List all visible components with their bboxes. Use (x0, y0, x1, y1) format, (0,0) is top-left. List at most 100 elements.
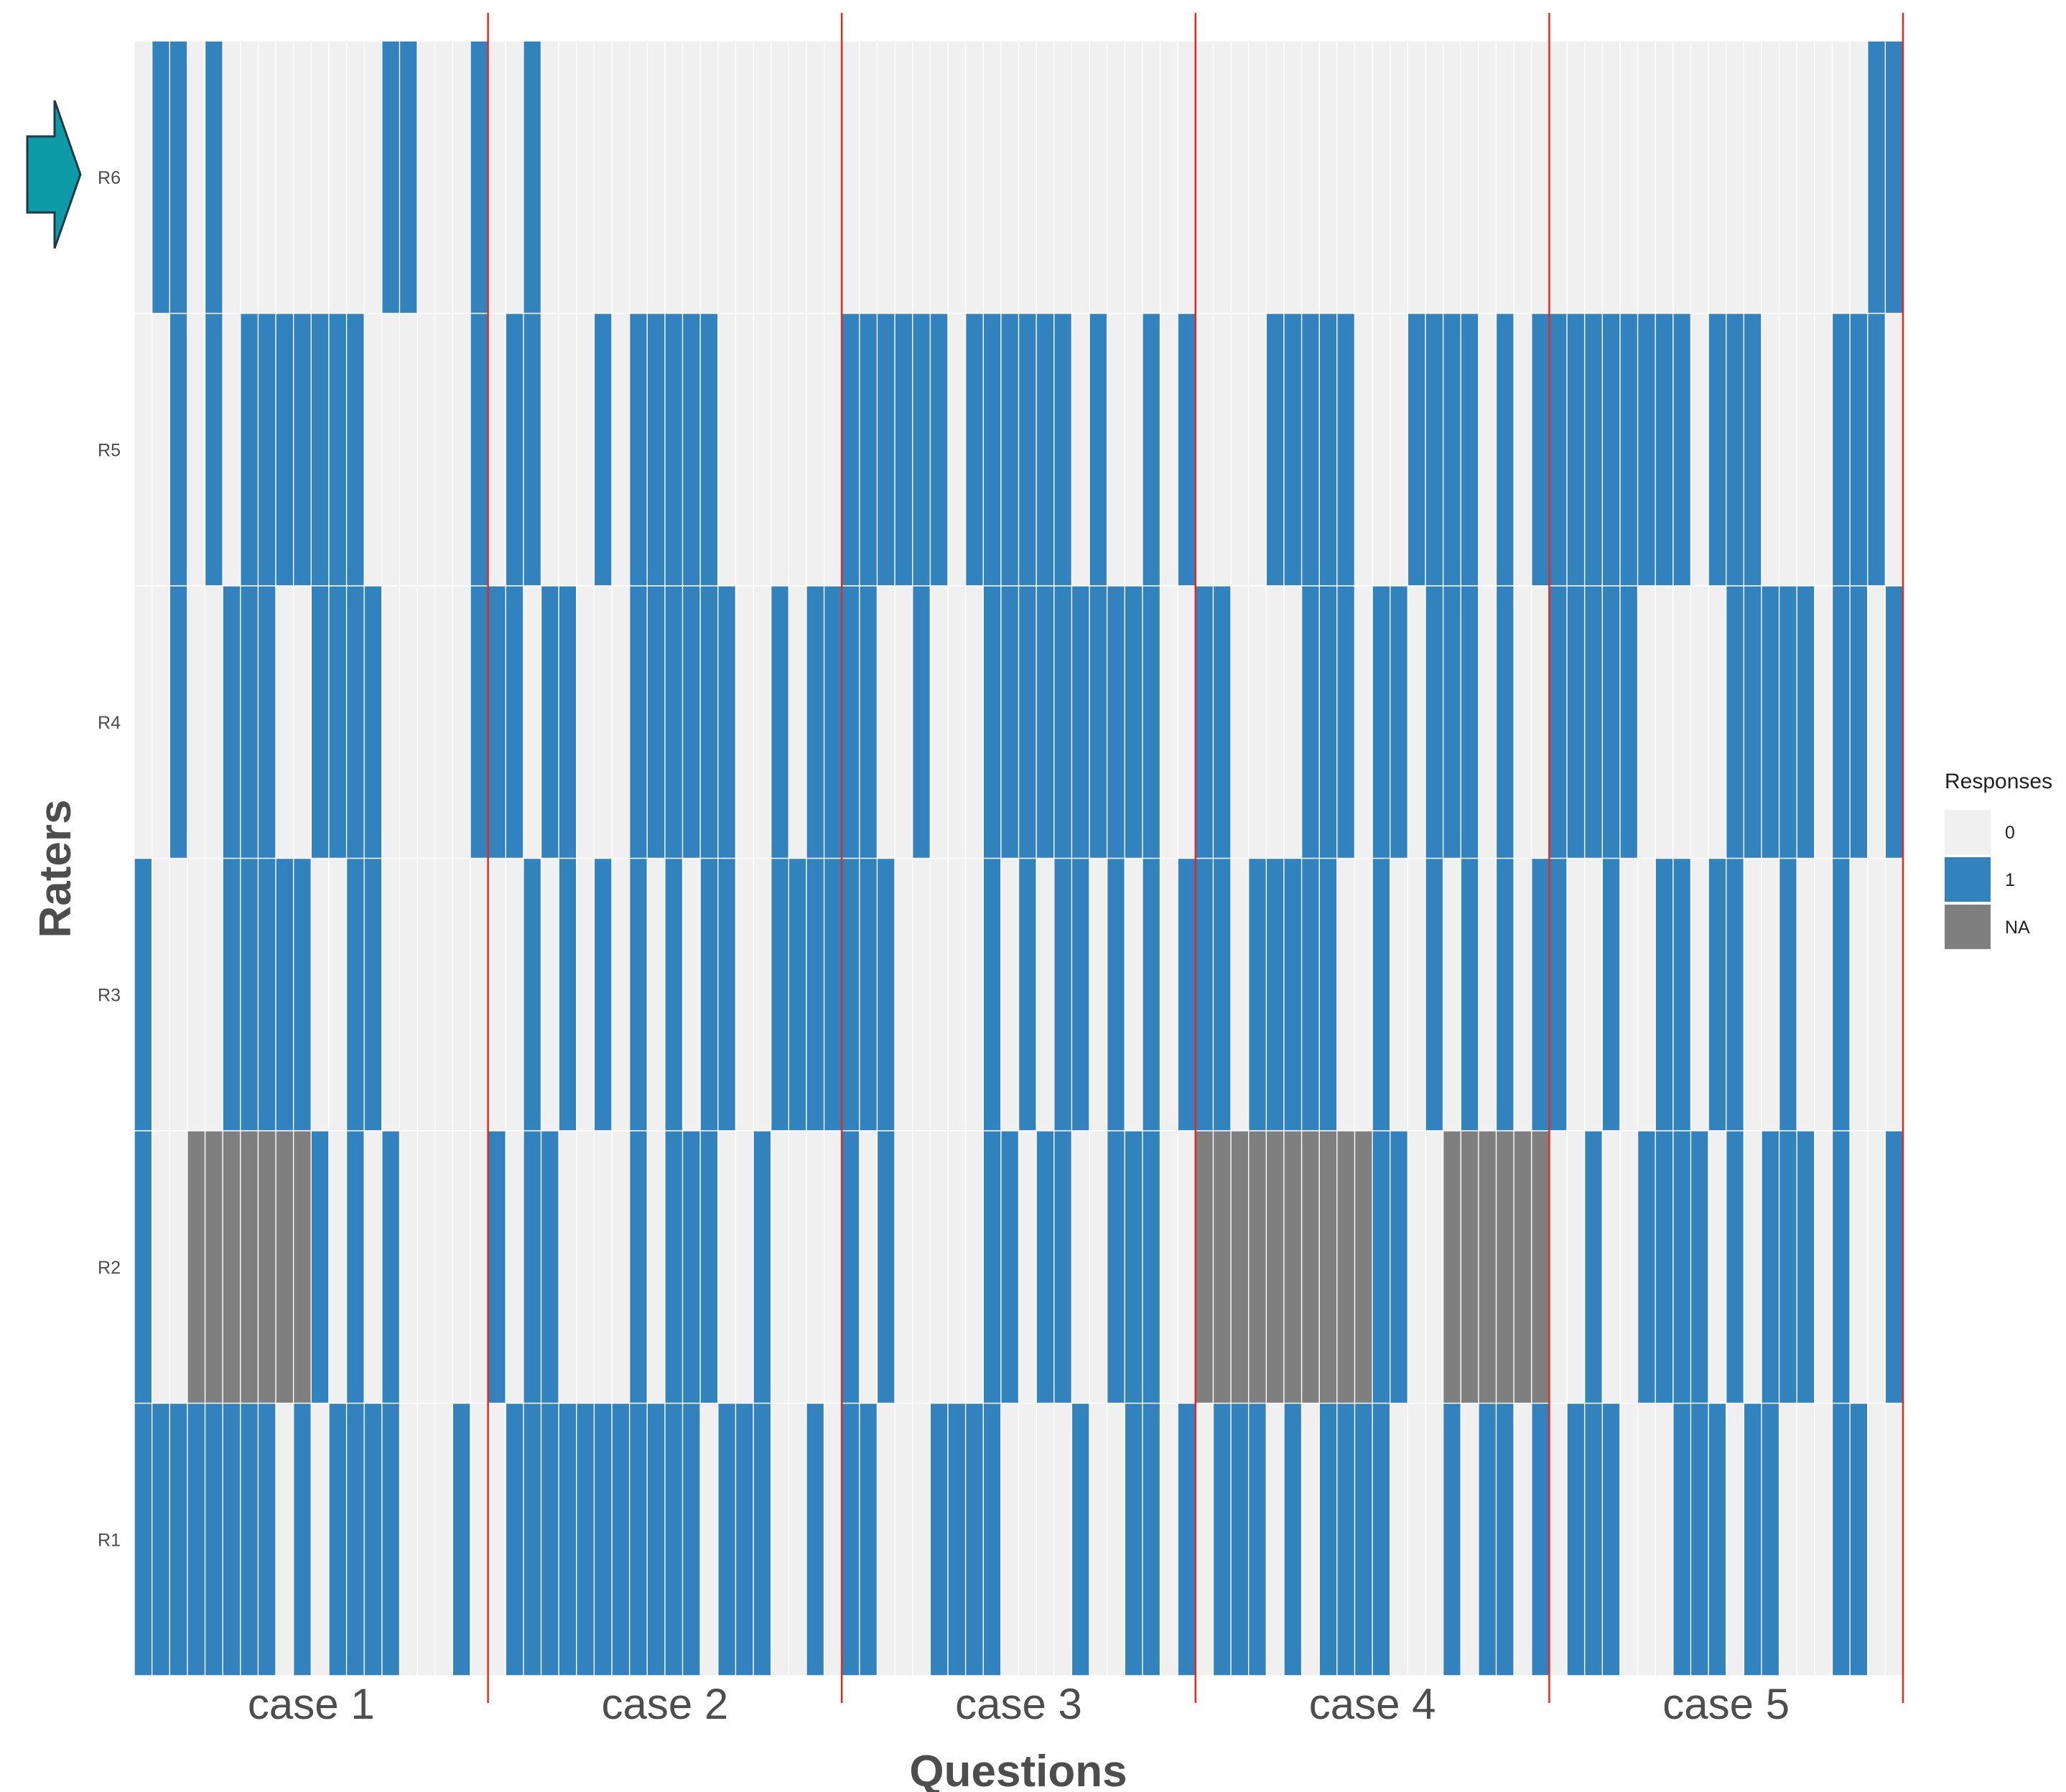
heatmap-cell (1319, 586, 1338, 859)
heatmap-cell (1142, 313, 1160, 587)
heatmap-cell (1213, 313, 1232, 587)
heatmap-cell (824, 313, 842, 587)
heatmap-cell (806, 1403, 824, 1676)
heatmap-cell (629, 858, 648, 1131)
heatmap-cell (682, 41, 701, 314)
heatmap-cell (1425, 41, 1444, 314)
heatmap-cell (1248, 1403, 1267, 1676)
heatmap-cell (1602, 41, 1621, 314)
heatmap-cell (1089, 586, 1108, 859)
heatmap-cell (1231, 1403, 1250, 1676)
heatmap-cell (240, 586, 259, 859)
heatmap-cell (1779, 1131, 1797, 1404)
heatmap-cell (1390, 41, 1408, 314)
heatmap-cell (328, 1131, 347, 1404)
heatmap-cell (1213, 586, 1232, 859)
x-case-label: case 5 (1662, 1680, 1790, 1728)
heatmap-cell (806, 586, 824, 859)
heatmap-cell (771, 313, 789, 587)
heatmap-cell (1000, 586, 1019, 859)
heatmap-cell (1053, 313, 1072, 587)
heatmap-cell (664, 586, 683, 859)
heatmap-cell (541, 41, 559, 314)
heatmap-cell (664, 313, 683, 587)
heatmap-cell (1372, 1131, 1391, 1404)
heatmap-cell (576, 1403, 595, 1676)
heatmap-cell (771, 41, 789, 314)
heatmap-cell (965, 858, 984, 1131)
heatmap-cell (1708, 313, 1727, 587)
heatmap-cell (1885, 586, 1904, 859)
heatmap-cell (1496, 1131, 1514, 1404)
heatmap-cell (983, 313, 1002, 587)
heatmap-cell (223, 41, 241, 314)
heatmap-cell (1761, 1131, 1779, 1404)
x-axis-case-labels: case 1 case 2 case 3 case 4 case 5 (248, 1680, 1790, 1728)
heatmap-cell (612, 858, 630, 1131)
heatmap-cell (1602, 1131, 1621, 1404)
heatmap-cell (1655, 586, 1674, 859)
heatmap-cell (1071, 313, 1090, 587)
heatmap-cell (1125, 313, 1143, 587)
heatmap-cell (364, 858, 383, 1131)
heatmap-cell (1867, 41, 1886, 314)
heatmap-cell (559, 41, 577, 314)
heatmap-cell (134, 1403, 153, 1676)
heatmap-cell (470, 313, 488, 587)
heatmap-cell (1655, 1131, 1674, 1404)
heatmap-cell (311, 1131, 330, 1404)
heatmap-cell (1107, 1131, 1125, 1404)
heatmap-cell (488, 858, 506, 1131)
heatmap-cell (1602, 313, 1621, 587)
heatmap-cell (293, 41, 312, 314)
heatmap-cell (1089, 1131, 1108, 1404)
heatmap-cell (1850, 313, 1869, 587)
heatmap-cell (735, 858, 754, 1131)
heatmap-cell (1619, 1403, 1638, 1676)
heatmap-cell (1531, 41, 1550, 314)
heatmap-cell (1761, 1403, 1779, 1676)
heatmap-cell (1407, 1131, 1426, 1404)
heatmap-cell (1655, 858, 1674, 1131)
heatmap-cell (1354, 41, 1373, 314)
heatmap-cell (1549, 858, 1568, 1131)
heatmap-cell (1814, 41, 1833, 314)
heatmap-cell (506, 313, 524, 587)
heatmap-cell (1248, 858, 1267, 1131)
heatmap-cell (1478, 1131, 1497, 1404)
heatmap-cell (470, 1403, 488, 1676)
heatmap-cell (1867, 1131, 1886, 1404)
heatmap-cell (1301, 313, 1320, 587)
heatmap-cell (434, 1131, 453, 1404)
heatmap-cell (771, 858, 789, 1131)
heatmap-cell (1779, 1403, 1797, 1676)
heatmap-cell (328, 313, 347, 587)
heatmap-cell (1461, 1403, 1479, 1676)
heatmap-cell (187, 1131, 205, 1404)
heatmap-cell (1832, 858, 1851, 1131)
heatmap-cell (169, 1131, 188, 1404)
heatmap-cell (647, 586, 666, 859)
heatmap-cell (488, 1131, 506, 1404)
heatmap-cell (276, 858, 294, 1131)
heatmap-cell (965, 313, 984, 587)
heatmap-cell (912, 858, 931, 1131)
heatmap-cell (1726, 1403, 1744, 1676)
y-tick-label: R4 (98, 713, 121, 733)
heatmap-cell (1832, 41, 1851, 314)
heatmap-cell (364, 586, 383, 859)
heatmap-cell (152, 313, 170, 587)
heatmap-cell (1850, 1403, 1869, 1676)
heatmap-cell (1531, 1131, 1550, 1404)
heatmap-cell (1336, 858, 1355, 1131)
heatmap-cell (1018, 41, 1037, 314)
heatmap-cell (169, 1403, 188, 1676)
heatmap-cell (947, 858, 967, 1131)
heatmap-cell (1549, 313, 1568, 587)
heatmap-cell (1797, 1131, 1815, 1404)
heatmap-cell (1637, 41, 1656, 314)
heatmap-cell (452, 1403, 471, 1676)
heatmap-cell (381, 313, 400, 587)
y-axis-title: Raters (31, 800, 80, 938)
heatmap-cell (983, 1403, 1002, 1676)
